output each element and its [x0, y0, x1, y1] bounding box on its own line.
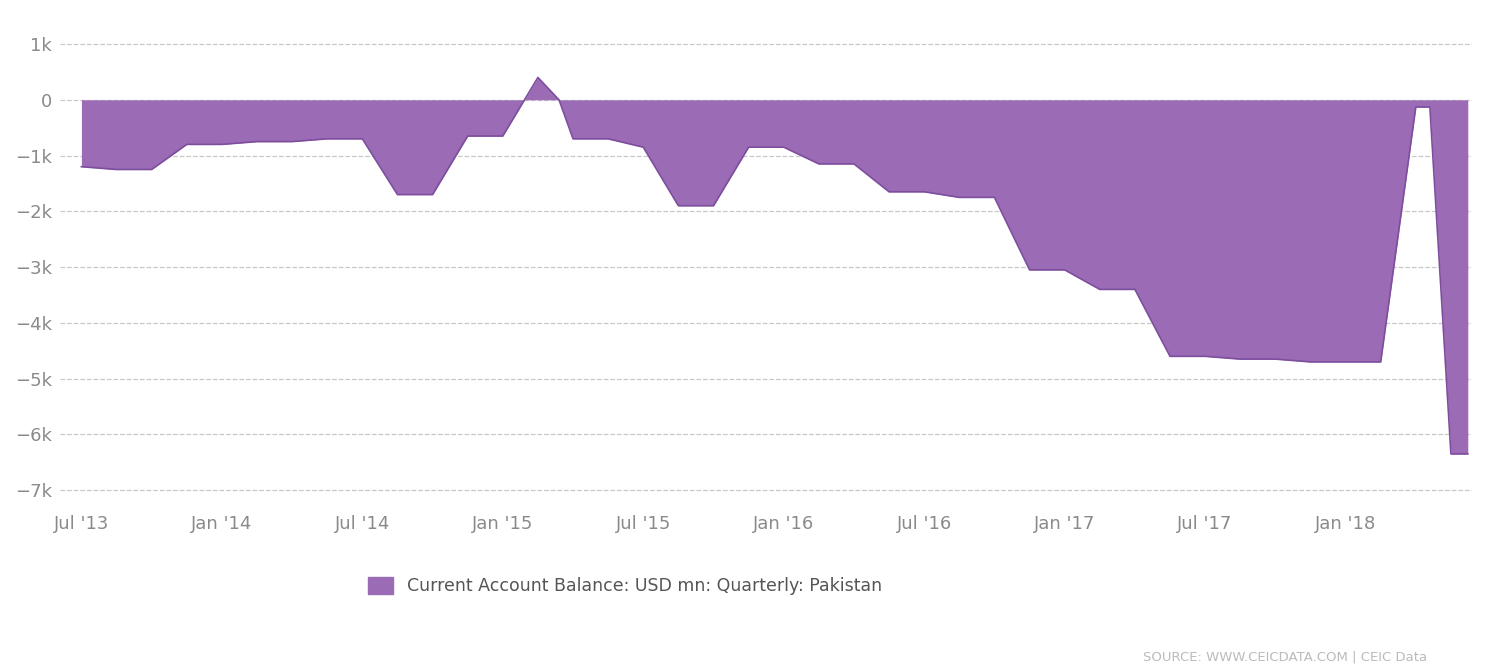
Legend: Current Account Balance: USD mn: Quarterly: Pakistan: Current Account Balance: USD mn: Quarter… [369, 576, 882, 595]
Text: SOURCE: WWW.CEICDATA.COM | CEIC Data: SOURCE: WWW.CEICDATA.COM | CEIC Data [1144, 651, 1428, 663]
